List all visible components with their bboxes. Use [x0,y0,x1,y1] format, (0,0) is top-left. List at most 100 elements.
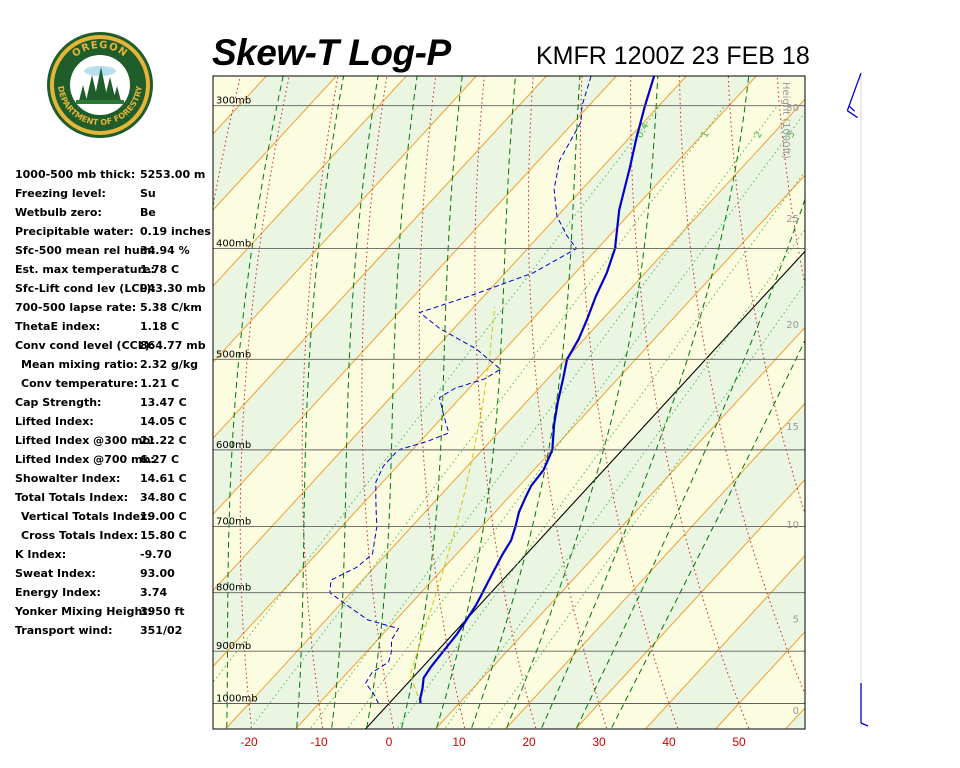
index-row: 1000-500 mb thick: 5253.00 m [15,168,210,187]
height-tick-label: 0 [793,706,799,717]
index-row: Conv temperature: 1.21 C [15,377,210,396]
isotherm [213,76,757,668]
index-value: 864.77 mb [140,339,206,352]
height-tick-label: 30 [786,103,799,114]
isotherm [505,402,805,729]
index-label: Lifted Index @700 mb: [15,453,155,466]
wind-barb [860,682,869,727]
index-label: Lifted Index @300 mb: [15,434,155,447]
index-row: Total Totals Index: 34.80 C [15,491,210,510]
x-tick-label: 50 [732,735,746,749]
index-label: Est. max temperature: [15,263,155,276]
pressure-label: 400mb [216,239,251,250]
index-label: Conv cond level (CCL): [15,339,155,352]
index-value: Be [140,206,156,219]
index-value: 19.00 C [140,510,187,523]
isotherm [645,554,805,729]
dry-adiabat [679,76,805,696]
index-row: Vertical Totals Index: 19.00 C [15,510,210,529]
dry-adiabat [861,0,960,732]
index-label: 1000-500 mb thick: [15,168,136,181]
isotherm [0,76,56,729]
isotherm [295,174,805,729]
index-value: 5.38 C/km [140,301,202,314]
chart-title: Skew-T Log-P [212,32,451,73]
index-label: K Index: [15,548,67,561]
isotherm [926,76,960,729]
mixing-ratio-label: 8 [870,129,883,140]
index-row: Lifted Index: 14.05 C [15,415,210,434]
pressure-label: 1000mb [216,694,258,705]
index-row: Mean mixing ratio: 2.32 g/kg [15,358,210,377]
x-tick-label: -20 [240,735,258,749]
isotherm [213,76,477,363]
index-value: 5253.00 m [140,168,206,181]
index-row: Est. max temperature: 1.78 C [15,263,210,282]
index-label: Precipitable water: [15,225,134,238]
index-label: Transport wind: [15,624,113,637]
x-tick-label: 20 [522,735,536,749]
height-tick-label: 20 [786,320,799,331]
mixing-ratio-line [213,105,661,684]
height-tick-label: 10 [786,520,799,531]
index-value: -9.70 [140,548,172,561]
index-value: 1.78 C [140,263,180,276]
index-value: 34.80 C [140,491,187,504]
mixing-ratio-label: 1 [699,129,712,140]
index-value: 943.30 mb [140,282,206,295]
index-label: Lifted Index: [15,415,94,428]
index-value: 15.80 C [140,529,187,542]
dry-adiabat [817,0,960,732]
oregon-forestry-logo: OREGON DEPARTMENT OF FORESTRY [47,32,153,138]
dry-adiabat [527,76,608,729]
index-row: Cross Totals Index: 15.80 C [15,529,210,548]
index-row: Sweat Index: 93.00 [15,567,210,586]
height-tick-label: 15 [786,422,799,433]
dry-adiabat [944,0,960,732]
index-label: Energy Index: [15,586,101,599]
station-time-label: KMFR 1200Z 23 FEB 18 [536,42,810,70]
x-tick-label: 10 [452,735,466,749]
isotherm [213,76,337,211]
index-label: Conv temperature: [21,377,139,390]
height-axis-label: Height (1000ft) [780,82,791,159]
background-band [926,76,960,729]
isotherm [435,326,805,729]
isotherm [225,98,805,729]
index-label: Sfc-500 mean rel hum: [15,244,156,257]
index-label: Yonker Mixing Height: [15,605,152,618]
x-tick-label: -10 [310,735,328,749]
isotherm [213,76,547,440]
mixing-ratio-line [347,111,805,729]
index-label: Sfc-Lift cond lev (LCL): [15,282,156,295]
mixing-ratio-label: 12 [908,124,924,140]
index-value: 3950 ft [140,605,185,618]
index-label: Sweat Index: [15,567,96,580]
isotherm [856,76,960,729]
pressure-label: 900mb [216,641,251,652]
mixing-ratio-label: 2 [752,129,765,140]
pressure-label: 500mb [216,349,251,360]
height-tick-label: 25 [786,214,799,225]
index-label: Freezing level: [15,187,106,200]
x-tick-label: 0 [386,735,393,749]
dry-adiabat [418,76,466,729]
index-label: Wetbulb zero: [15,206,102,219]
index-label: Showalter Index: [15,472,121,485]
index-label: Mean mixing ratio: [21,358,138,371]
mixing-ratio-label: 5 [828,129,841,140]
index-value: 0.19 inches [140,225,211,238]
mixing-ratio-label: 3 [785,129,798,140]
background-band [0,76,56,729]
isotherm [785,707,805,729]
isotherm [0,76,196,729]
pressure-label: 700mb [216,516,251,527]
index-value: 1.21 C [140,377,180,390]
background-band [0,76,196,729]
index-value: 34.94 % [140,244,190,257]
index-row: Sfc-500 mean rel hum: 34.94 % [15,244,210,263]
mixing-ratio-line [445,228,805,729]
index-row: Transport wind: 351/02 [15,624,210,643]
index-value: 93.00 [140,567,175,580]
